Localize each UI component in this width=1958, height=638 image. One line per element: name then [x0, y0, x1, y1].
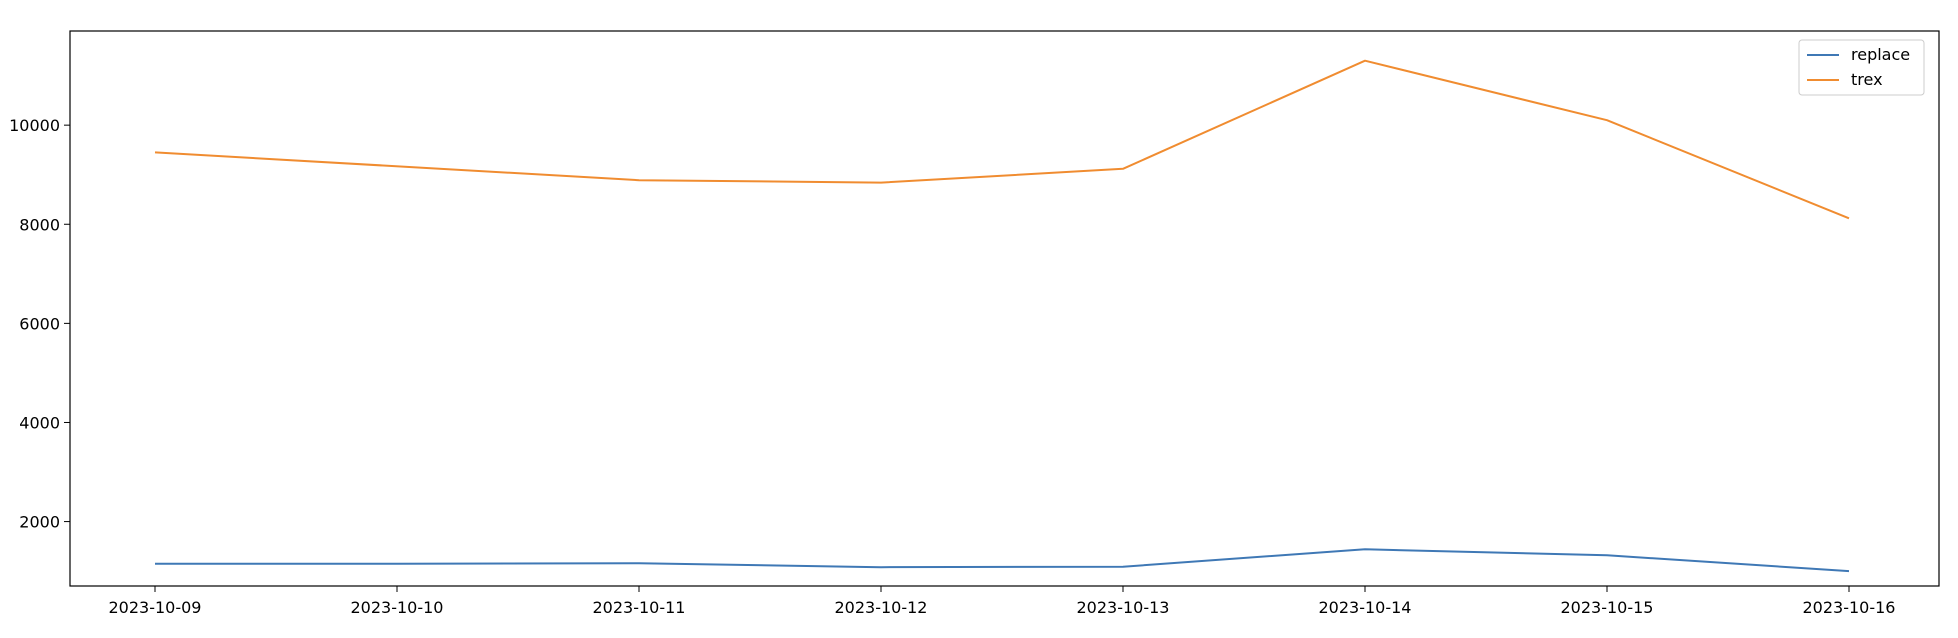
y-tick-label: 4000: [19, 413, 60, 432]
x-tick-label: 2023-10-15: [1561, 598, 1654, 617]
x-tick-label: 2023-10-10: [351, 598, 444, 617]
series-line-replace: [155, 548, 1850, 573]
legend: replace trex: [1798, 39, 1925, 96]
series-line-trex: [154, 59, 1850, 220]
y-tick-label: 6000: [19, 314, 60, 333]
x-tick-label: 2023-10-12: [835, 598, 928, 617]
x-axis: 2023-10-09 2023-10-10 2023-10-11 2023-10-12…: [109, 586, 1896, 617]
legend-box: [1798, 39, 1925, 96]
y-tick-label: 2000: [19, 513, 60, 532]
x-tick-label: 2023-10-16: [1803, 598, 1896, 617]
y-tick-label: 8000: [19, 215, 60, 234]
y-axis: 2000 4000 6000 8000 10000: [9, 116, 70, 532]
x-tick-label: 2023-10-09: [109, 598, 202, 617]
y-tick-label: 10000: [9, 116, 60, 135]
x-tick-label: 2023-10-11: [593, 598, 686, 617]
legend-label-replace: replace: [1851, 45, 1910, 64]
plot-area: [69, 30, 1940, 587]
x-tick-label: 2023-10-14: [1319, 598, 1412, 617]
legend-label-trex: trex: [1851, 70, 1883, 89]
x-tick-label: 2023-10-13: [1077, 598, 1170, 617]
series-layer: [154, 59, 1850, 573]
